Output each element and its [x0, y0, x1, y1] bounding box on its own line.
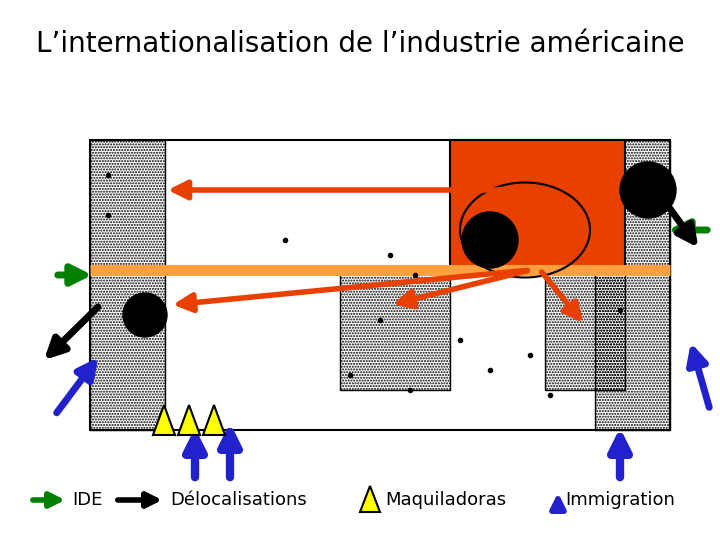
Polygon shape: [203, 405, 225, 435]
Polygon shape: [178, 405, 200, 435]
Bar: [90, 270, 165, 430]
Bar: [450, 140, 625, 270]
Circle shape: [462, 212, 518, 268]
Bar: [90, 140, 670, 430]
Bar: [340, 270, 450, 390]
Circle shape: [620, 162, 676, 218]
Bar: [545, 270, 625, 390]
Circle shape: [123, 293, 167, 337]
Text: Délocalisations: Délocalisations: [170, 491, 307, 509]
Polygon shape: [153, 405, 175, 435]
Text: L’internationalisation de l’industrie américaine: L’internationalisation de l’industrie am…: [36, 30, 684, 58]
Bar: [595, 140, 670, 430]
Text: IDE: IDE: [72, 491, 102, 509]
Text: Maquiladoras: Maquiladoras: [385, 491, 506, 509]
Bar: [90, 140, 165, 270]
Text: Immigration: Immigration: [565, 491, 675, 509]
Polygon shape: [360, 486, 380, 512]
